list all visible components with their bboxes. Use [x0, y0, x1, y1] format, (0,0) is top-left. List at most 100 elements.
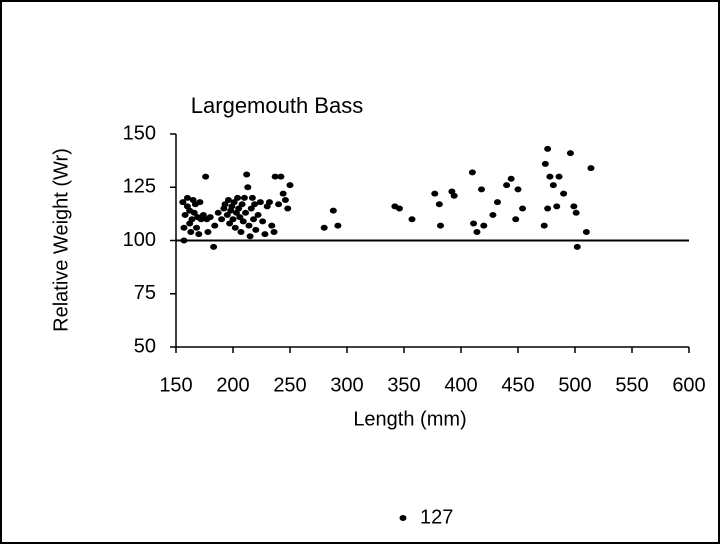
- point: [514, 186, 522, 193]
- point: [243, 171, 251, 178]
- point: [470, 220, 478, 227]
- y-tick-label: 75: [134, 282, 156, 304]
- point: [245, 222, 253, 229]
- x-tick-label: 350: [387, 374, 420, 396]
- point: [431, 190, 439, 197]
- point: [286, 182, 294, 189]
- point: [238, 201, 246, 208]
- point: [549, 182, 557, 189]
- point: [240, 194, 248, 201]
- point: [468, 169, 476, 176]
- point: [229, 216, 237, 223]
- legend-marker: [399, 515, 407, 521]
- point: [560, 190, 568, 197]
- point: [183, 194, 191, 201]
- point: [235, 205, 243, 212]
- y-axis-label: Relative Weight (Wr): [50, 148, 72, 332]
- point: [573, 243, 581, 250]
- point: [275, 201, 283, 208]
- point: [265, 199, 273, 206]
- point: [493, 199, 501, 206]
- point: [489, 211, 497, 218]
- point: [195, 231, 203, 238]
- point: [436, 222, 444, 229]
- point: [218, 216, 226, 223]
- point: [247, 205, 255, 212]
- point: [224, 197, 232, 204]
- point: [230, 199, 238, 206]
- point: [206, 214, 214, 221]
- point: [478, 186, 486, 193]
- point: [334, 222, 342, 229]
- x-tick-label: 600: [672, 374, 705, 396]
- y-tick-label: 150: [123, 122, 156, 144]
- point: [210, 243, 218, 250]
- point: [395, 205, 403, 212]
- point: [179, 199, 187, 206]
- point: [284, 205, 292, 212]
- point: [234, 194, 242, 201]
- point: [223, 211, 231, 218]
- point: [237, 228, 245, 235]
- x-tick-label: 200: [216, 374, 249, 396]
- point: [450, 192, 458, 199]
- point: [236, 214, 244, 221]
- point: [180, 224, 188, 231]
- point: [181, 211, 189, 218]
- point: [512, 216, 520, 223]
- point: [202, 173, 210, 180]
- point: [199, 211, 207, 218]
- point: [211, 222, 219, 229]
- point: [503, 182, 511, 189]
- point: [196, 199, 204, 206]
- x-tick-label: 550: [615, 374, 648, 396]
- point: [572, 209, 580, 216]
- x-tick-label: 250: [273, 374, 306, 396]
- x-tick-label: 450: [501, 374, 534, 396]
- point: [256, 199, 264, 206]
- x-tick-label: 400: [444, 374, 477, 396]
- x-tick-label: 500: [558, 374, 591, 396]
- point: [279, 190, 287, 197]
- point: [473, 228, 481, 235]
- point: [239, 218, 247, 225]
- point: [570, 203, 578, 210]
- point: [281, 197, 289, 204]
- point: [214, 209, 222, 216]
- point: [193, 224, 201, 231]
- point: [180, 237, 188, 244]
- point: [190, 209, 198, 216]
- point: [252, 226, 260, 233]
- point: [541, 160, 549, 167]
- point: [480, 222, 488, 229]
- point: [261, 231, 269, 238]
- point: [544, 205, 552, 212]
- point: [277, 173, 285, 180]
- legend-label: 127: [420, 506, 453, 528]
- x-axis-label: Length (mm): [353, 408, 466, 430]
- point: [254, 211, 262, 218]
- point: [553, 203, 561, 210]
- point: [248, 194, 256, 201]
- point: [231, 224, 239, 231]
- point: [268, 222, 276, 229]
- point: [204, 228, 212, 235]
- point: [546, 173, 554, 180]
- point: [259, 218, 267, 225]
- point: [246, 233, 254, 240]
- point: [587, 165, 595, 172]
- y-tick-label: 125: [123, 176, 156, 198]
- point: [435, 201, 443, 208]
- chart-title: Largemouth Bass: [191, 93, 363, 118]
- point: [226, 220, 234, 227]
- point: [582, 228, 590, 235]
- point: [555, 173, 563, 180]
- point: [507, 175, 515, 182]
- point: [221, 201, 229, 208]
- x-tick-label: 150: [159, 374, 192, 396]
- y-tick-label: 100: [123, 229, 156, 251]
- y-tick-label: 50: [134, 335, 156, 357]
